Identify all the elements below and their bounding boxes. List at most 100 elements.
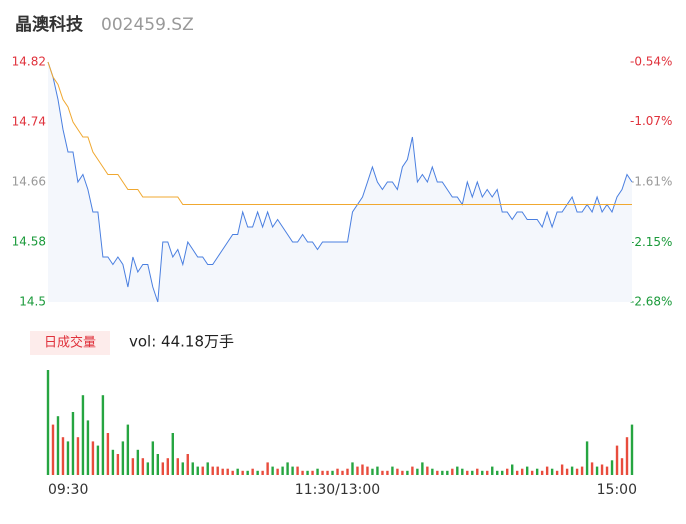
volume-bar xyxy=(91,441,95,475)
chart-title: 晶澳科技 xyxy=(15,14,84,35)
volume-bar xyxy=(416,468,419,475)
volume-bar xyxy=(620,458,624,475)
volume-bar xyxy=(630,424,634,475)
volume-bar xyxy=(615,445,619,475)
volume-bar xyxy=(511,464,514,475)
volume-bar xyxy=(565,468,569,475)
volume-bar xyxy=(406,470,409,475)
volume-bar xyxy=(506,468,509,475)
volume-bar xyxy=(515,470,519,475)
volume-bar xyxy=(316,468,319,475)
volume-bar xyxy=(156,454,160,475)
volume-bar xyxy=(321,470,324,475)
volume-bar xyxy=(96,445,100,475)
volume-bar xyxy=(436,470,439,475)
volume-total: vol: 44.18万手 xyxy=(129,333,234,351)
volume-bar xyxy=(286,462,289,475)
volume-bar xyxy=(391,466,394,475)
volume-bar xyxy=(625,437,629,475)
volume-bar xyxy=(106,433,110,475)
volume-bar xyxy=(545,466,549,475)
volume-bar xyxy=(296,466,299,475)
volume-bar xyxy=(146,462,150,475)
volume-bar xyxy=(126,424,130,475)
volume-bar xyxy=(386,470,389,475)
volume-bar xyxy=(101,395,105,475)
volume-bar xyxy=(336,468,339,475)
volume-bar xyxy=(535,468,539,475)
x-tick-label: 15:00 xyxy=(597,482,637,498)
volume-bar xyxy=(595,466,599,475)
volume-bar xyxy=(161,462,165,475)
volume-bar xyxy=(580,466,584,475)
volume-bar xyxy=(46,370,50,475)
volume-label: 日成交量 xyxy=(44,335,96,351)
volume-bar xyxy=(476,468,479,475)
y-tick-label: 14.66 xyxy=(12,175,46,189)
volume-bar xyxy=(431,468,434,475)
volume-bar xyxy=(446,470,449,475)
volume-bar xyxy=(346,468,349,475)
volume-bar xyxy=(141,458,145,475)
volume-bar xyxy=(306,470,309,475)
volume-bar xyxy=(381,470,384,475)
volume-bar xyxy=(266,462,269,475)
volume-bar xyxy=(600,464,604,475)
volume-bar xyxy=(371,468,374,475)
y2-tick-label: -2.15% xyxy=(630,235,672,249)
y2-tick-label: -2.68% xyxy=(630,295,672,309)
x-tick-label: 09:30 xyxy=(48,482,88,498)
volume-bar xyxy=(461,468,464,475)
volume-bar xyxy=(256,470,259,475)
volume-bar xyxy=(276,468,279,475)
volume-bar xyxy=(401,470,404,475)
volume-bar xyxy=(590,462,594,475)
volume-bar xyxy=(351,462,354,475)
volume-bar xyxy=(241,470,244,475)
x-tick-label: 11:30/13:00 xyxy=(295,482,380,498)
volume-bar xyxy=(331,470,334,475)
volume-bar xyxy=(71,412,75,475)
volume-bar xyxy=(560,464,564,475)
volume-bar xyxy=(86,420,90,475)
volume-bar xyxy=(61,437,65,475)
volume-bar xyxy=(466,470,469,475)
volume-bar xyxy=(186,454,189,475)
volume-bar xyxy=(486,470,489,475)
volume-bar xyxy=(396,468,399,475)
volume-bar xyxy=(605,466,609,475)
y-tick-label: 14.74 xyxy=(12,115,46,129)
volume-bar xyxy=(171,433,174,475)
volume-bar xyxy=(211,466,214,475)
volume-bar xyxy=(366,466,369,475)
volume-bar xyxy=(131,458,135,475)
volume-bar xyxy=(201,466,204,475)
volume-bar xyxy=(176,458,179,475)
volume-bar xyxy=(376,466,379,475)
volume-bar xyxy=(81,395,85,475)
volume-bar xyxy=(575,468,579,475)
y2-tick-label: -1.07% xyxy=(630,114,672,128)
volume-bar xyxy=(570,466,574,475)
volume-bar xyxy=(236,468,239,475)
volume-bar xyxy=(555,470,559,475)
volume-bar xyxy=(525,466,529,475)
volume-label-bg xyxy=(30,331,110,355)
volume-bar xyxy=(111,449,115,475)
volume-bar xyxy=(361,464,364,475)
volume-bar xyxy=(226,468,229,475)
volume-bar xyxy=(206,462,209,475)
volume-bar xyxy=(421,462,424,475)
volume-bar xyxy=(326,470,329,475)
volume-bar xyxy=(585,441,589,475)
volume-bar xyxy=(261,470,264,475)
volume-bar xyxy=(76,437,80,475)
y2-tick-label: -1.61% xyxy=(630,175,672,189)
volume-bar xyxy=(231,470,234,475)
volume-bar xyxy=(56,416,60,475)
chart-subtitle: 002459.SZ xyxy=(101,15,194,35)
volume-bar xyxy=(411,466,414,475)
price-area xyxy=(48,62,632,302)
volume-bar xyxy=(246,470,249,475)
